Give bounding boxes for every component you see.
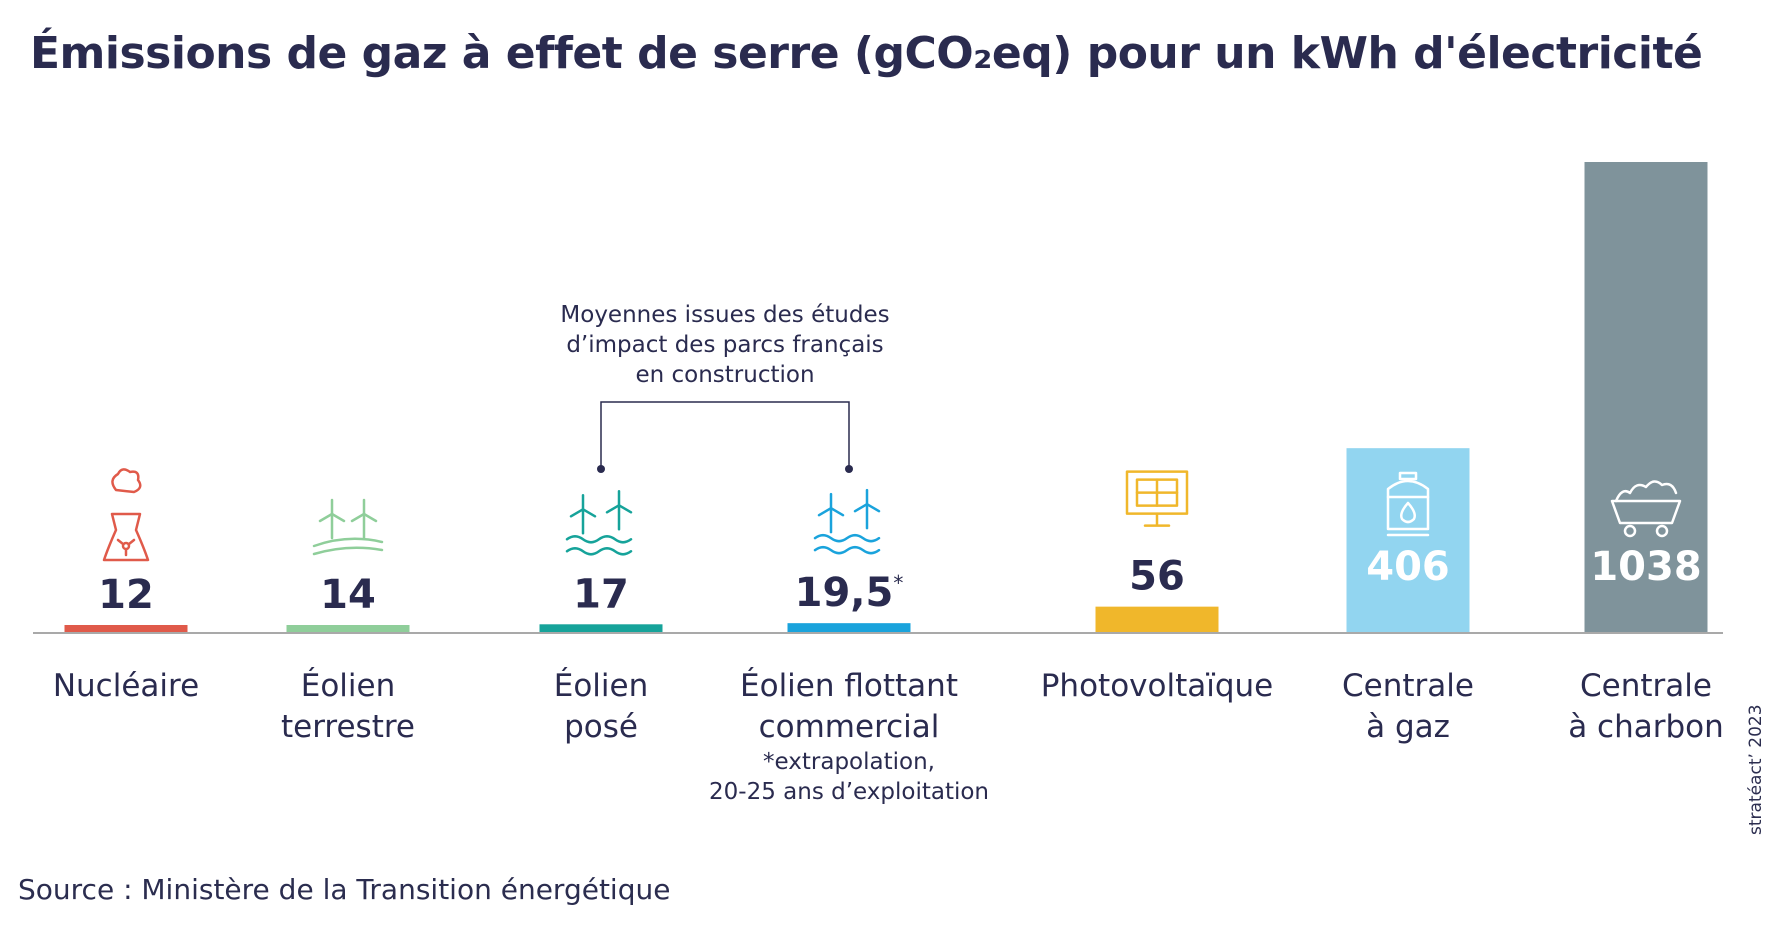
- source-note: Source : Ministère de la Transition éner…: [18, 873, 671, 906]
- credit-label: stratéact’ 2023: [1746, 704, 1766, 835]
- annotation-text: en construction: [635, 362, 814, 388]
- nuclear-plant-icon: [102, 468, 150, 562]
- annotation-bracket: Moyennes issues des études d’impact des p…: [560, 302, 890, 473]
- category-label: Centrale: [1342, 668, 1474, 704]
- category-label: Éolien flottant: [740, 668, 958, 704]
- data-label: 17: [573, 571, 629, 617]
- bar: [539, 624, 663, 632]
- category-label: commercial: [759, 709, 940, 745]
- coal-cart-icon: [1610, 480, 1682, 538]
- category-label: Centrale: [1580, 668, 1712, 704]
- bar: [1095, 606, 1219, 632]
- onshore-wind-icon: [312, 498, 384, 556]
- annotation-text: Moyennes issues des études: [560, 302, 889, 328]
- category-label: posé: [564, 709, 638, 745]
- data-label: 14: [320, 572, 376, 618]
- data-label: 12: [98, 572, 154, 618]
- category-label: Éolien: [301, 668, 396, 704]
- category-label: à gaz: [1366, 709, 1450, 745]
- gas-tank-icon: [1386, 471, 1430, 537]
- offshore-wind-icon: [565, 490, 633, 556]
- bar: [286, 625, 410, 632]
- solar-panel-icon: [1125, 470, 1189, 527]
- data-label: 406: [1366, 544, 1450, 590]
- chart-title: Émissions de gaz à effet de serre (gCO₂e…: [30, 28, 1703, 79]
- category-note: 20-25 ans d’exploitation: [709, 779, 989, 805]
- bar: [787, 623, 911, 632]
- data-label: 1038: [1590, 544, 1701, 590]
- floating-wind-icon: [813, 488, 881, 555]
- data-label: 19,5*: [795, 570, 904, 616]
- category-label: Photovoltaïque: [1041, 668, 1274, 704]
- category-label: à charbon: [1568, 709, 1724, 745]
- data-label: 56: [1129, 554, 1185, 600]
- category-label: Nucléaire: [53, 668, 199, 704]
- data-label-suffix: *: [893, 571, 903, 595]
- bar: [64, 625, 188, 632]
- bar: [1584, 162, 1708, 632]
- category-label: terrestre: [281, 709, 415, 745]
- bar: [1346, 448, 1470, 632]
- annotation-text: d’impact des parcs français: [566, 332, 883, 358]
- category-note: *extrapolation,: [763, 749, 935, 775]
- category-label: Éolien: [554, 668, 649, 704]
